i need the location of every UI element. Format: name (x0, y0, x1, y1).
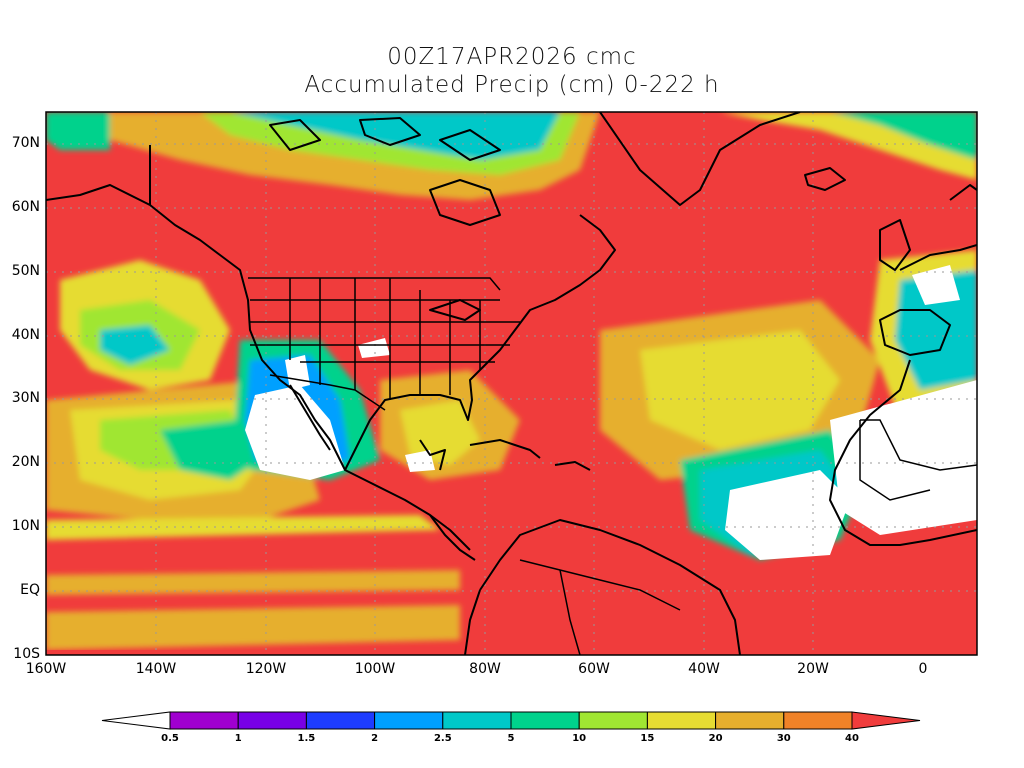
lon-label: 0 (918, 661, 928, 677)
field-eq-band3 (46, 515, 440, 540)
colorbar-segment (578, 711, 648, 730)
dry-atlantic (725, 470, 850, 560)
field-eq-band1 (46, 570, 460, 595)
dry-yucatan (405, 450, 435, 472)
colorbar-label: 40 (845, 733, 859, 744)
colorbar-segment (715, 711, 785, 730)
map-title-line2: Accumulated Precip (cm) 0-222 h (304, 72, 720, 98)
colorbar-segment (510, 711, 580, 730)
lon-label: 160W (25, 661, 67, 677)
colorbar-segment (237, 711, 307, 730)
field-nw-green (46, 112, 110, 150)
field-subtrop-teal (160, 420, 260, 480)
lon-label: 60W (578, 661, 610, 677)
lat-label: 60N (11, 199, 40, 215)
colorbar-label: 0.5 (161, 733, 179, 744)
colorbar-segment (169, 711, 239, 730)
colorbar-segment (305, 711, 376, 730)
colorbar-segment (646, 711, 717, 730)
colorbar-label: 5 (507, 733, 515, 744)
colorbar-segment (783, 711, 853, 730)
plot-frame (45, 111, 978, 656)
field-ne-green (830, 112, 977, 160)
colorbar-high-triangle (851, 711, 921, 730)
lon-label: 100W (354, 661, 396, 677)
colorbar-label: 15 (640, 733, 655, 744)
lat-label: 10N (11, 518, 40, 534)
lon-label: 80W (469, 661, 501, 677)
borders (248, 277, 977, 655)
lat-label: 50N (11, 263, 40, 279)
field-eq-band2 (46, 605, 460, 650)
lon-label: 140W (135, 661, 177, 677)
field-gulf-yellow (400, 400, 480, 465)
colorbar-label: 1 (234, 733, 242, 744)
map-title-line1: 00Z17APR2026 cmc (387, 44, 637, 70)
lon-label: 120W (245, 661, 287, 677)
colorbar (101, 711, 921, 730)
colorbar-segment (374, 711, 444, 730)
dry-texas (358, 338, 390, 358)
field-north-teal (230, 112, 560, 160)
colorbar-label: 1.5 (297, 733, 316, 744)
lat-label: EQ (20, 582, 40, 598)
field-atl-yellow (640, 330, 840, 450)
lon-label: 20W (797, 661, 829, 677)
colorbar-segment (442, 711, 512, 730)
colorbar-label: 20 (708, 733, 723, 744)
colorbar-label: 2.5 (433, 733, 452, 744)
colorbar-label: 30 (776, 733, 791, 744)
lat-label: 40N (11, 327, 40, 343)
field-pac-teal (100, 325, 170, 365)
dry-baja (245, 385, 345, 480)
lat-label: 20N (11, 454, 40, 470)
colorbar-label: 10 (572, 733, 587, 744)
colorbar-label: 2 (371, 733, 379, 744)
colorbar-low-triangle (101, 711, 171, 730)
lat-label: 30N (11, 390, 40, 406)
lat-label: 10S (13, 646, 40, 662)
dry-europe (912, 265, 960, 305)
lon-label: 40W (688, 661, 720, 677)
lat-label: 70N (11, 135, 40, 151)
